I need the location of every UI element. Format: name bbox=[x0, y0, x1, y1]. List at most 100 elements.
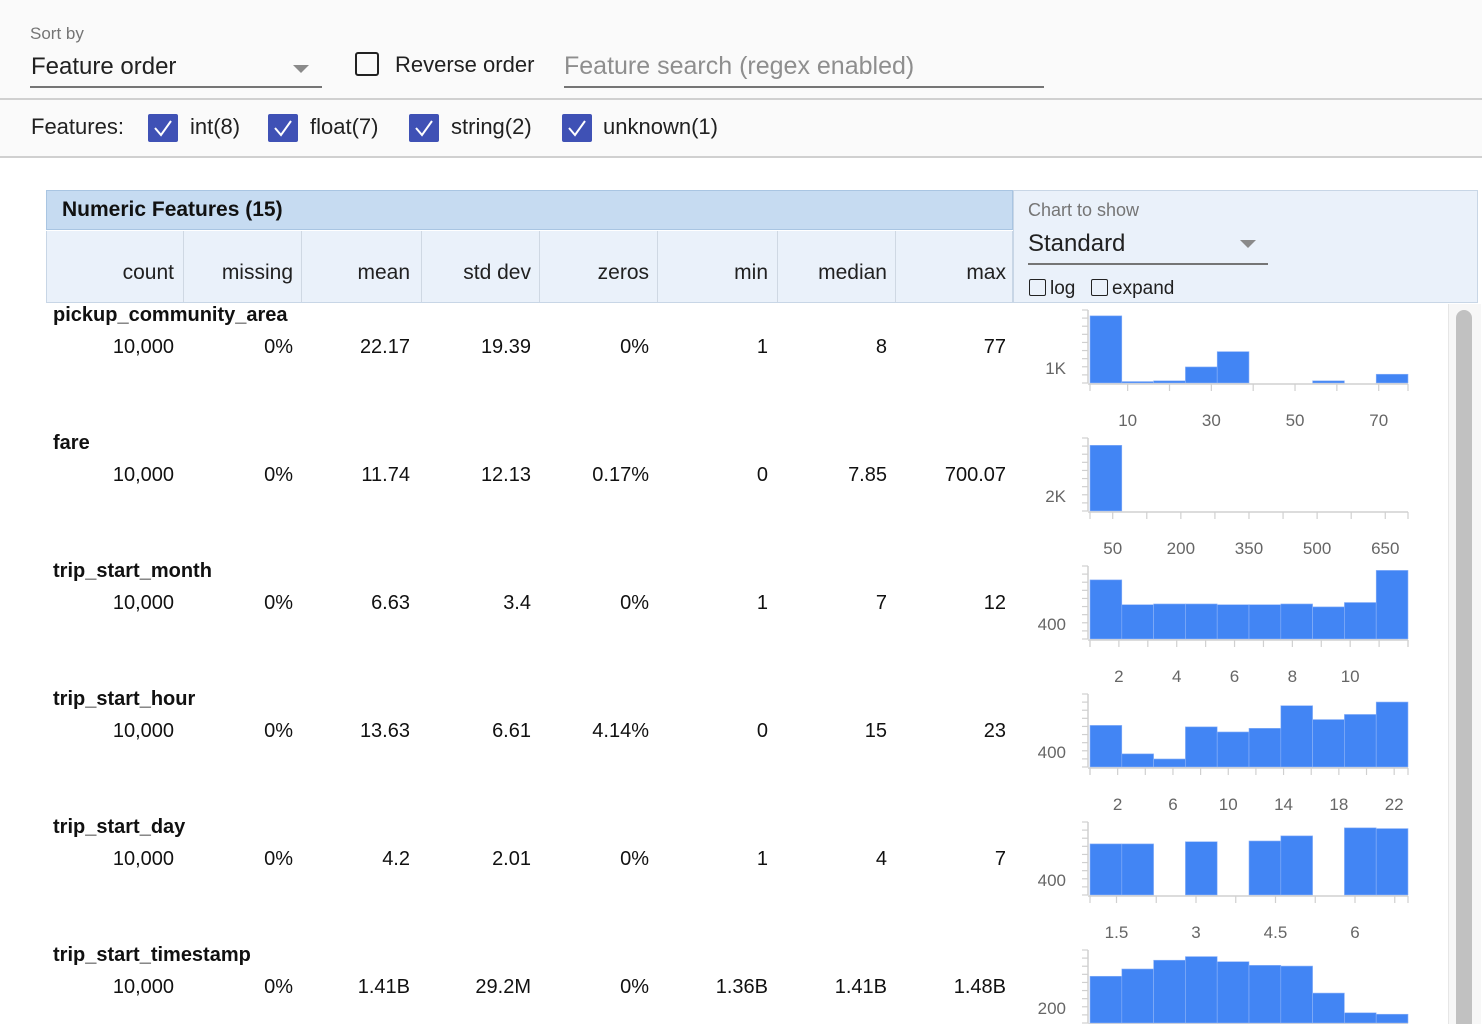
x-tick-label: 4.5 bbox=[1264, 923, 1288, 942]
reverse-order-label: Reverse order bbox=[395, 52, 535, 77]
check-icon bbox=[568, 120, 586, 137]
x-tick-label: 10 bbox=[1219, 795, 1238, 814]
float-label: float(7) bbox=[310, 114, 379, 139]
cell-median: 1.41B bbox=[834, 976, 887, 998]
cell-missing: 0% bbox=[264, 848, 293, 870]
histogram-bar bbox=[1089, 725, 1123, 768]
histogram-bar bbox=[1089, 579, 1123, 640]
x-tick-label: 2 bbox=[1113, 795, 1122, 814]
x-tick-label: 6 bbox=[1350, 923, 1359, 942]
column-header-max[interactable]: max bbox=[966, 261, 1006, 284]
x-tick-label: 3 bbox=[1191, 923, 1200, 942]
x-tick-label: 50 bbox=[1286, 411, 1305, 430]
column-divider bbox=[183, 231, 184, 302]
y-tick-label: 200 bbox=[1038, 999, 1066, 1018]
cell-max: 23 bbox=[983, 720, 1006, 742]
feature-name: trip_start_day bbox=[53, 816, 186, 838]
column-header-mean[interactable]: mean bbox=[357, 261, 410, 284]
x-tick-label: 22 bbox=[1385, 795, 1404, 814]
cell-count: 10,000 bbox=[112, 848, 174, 870]
column-header-missing[interactable]: missing bbox=[221, 261, 293, 284]
string-checkbox[interactable] bbox=[409, 114, 439, 142]
column-divider bbox=[539, 231, 540, 302]
reverse-order-checkbox[interactable] bbox=[355, 52, 379, 76]
histogram-bar bbox=[1280, 705, 1313, 768]
histogram-bar bbox=[1185, 841, 1218, 896]
histogram-bar bbox=[1121, 753, 1154, 768]
y-tick-label: 2K bbox=[1045, 487, 1066, 506]
log-checkbox[interactable] bbox=[1029, 279, 1046, 296]
histogram-bar bbox=[1185, 726, 1218, 768]
float-checkbox[interactable] bbox=[268, 114, 298, 142]
cell-median: 7 bbox=[875, 592, 887, 614]
cell-std-dev: 29.2M bbox=[475, 976, 531, 998]
histogram-bar bbox=[1248, 965, 1282, 1024]
histogram-bar bbox=[1153, 959, 1186, 1024]
feature-name: trip_start_timestamp bbox=[53, 944, 251, 966]
cell-median: 4 bbox=[875, 848, 887, 870]
dropdown-arrow-icon bbox=[293, 65, 309, 73]
y-tick-label: 400 bbox=[1038, 743, 1066, 762]
y-tick-label: 400 bbox=[1038, 615, 1066, 634]
chart-to-show-label: Chart to show bbox=[1028, 200, 1140, 220]
cell-zeros: 0% bbox=[620, 592, 649, 614]
y-tick-label: 400 bbox=[1038, 871, 1066, 890]
sort-by-dropdown[interactable]: Feature order bbox=[30, 50, 322, 88]
cell-max: 7 bbox=[994, 848, 1006, 870]
cell-median: 7.85 bbox=[848, 464, 887, 486]
histogram-bar bbox=[1121, 968, 1154, 1024]
feature-search-input[interactable]: Feature search (regex enabled) bbox=[564, 50, 1044, 88]
expand-checkbox[interactable] bbox=[1091, 279, 1108, 296]
cell-zeros: 0% bbox=[620, 848, 649, 870]
string-label: string(2) bbox=[451, 114, 532, 139]
column-divider bbox=[777, 231, 778, 302]
x-tick-label: 4 bbox=[1172, 667, 1181, 686]
histogram-bar bbox=[1153, 603, 1186, 640]
column-header-std-dev[interactable]: std dev bbox=[463, 261, 531, 284]
toolbar: Sort by Feature order Reverse order Feat… bbox=[0, 0, 1482, 100]
cell-max: 700.07 bbox=[944, 464, 1006, 486]
histogram-bar bbox=[1121, 843, 1154, 896]
cell-std-dev: 6.61 bbox=[492, 720, 531, 742]
cell-zeros: 4.14% bbox=[592, 720, 649, 742]
cell-max: 12 bbox=[983, 592, 1006, 614]
column-header-count[interactable]: count bbox=[122, 261, 174, 284]
column-divider bbox=[301, 231, 302, 302]
histogram-bar bbox=[1375, 570, 1409, 640]
cell-zeros: 0% bbox=[620, 336, 649, 358]
histogram-bar bbox=[1375, 1013, 1409, 1024]
histogram-bar bbox=[1280, 603, 1313, 640]
histogram-bar bbox=[1185, 603, 1218, 640]
int-label: int(8) bbox=[190, 114, 241, 139]
int-checkbox[interactable] bbox=[148, 114, 178, 142]
cell-median: 15 bbox=[864, 720, 887, 742]
cell-std-dev: 12.13 bbox=[480, 464, 531, 486]
cell-std-dev: 3.4 bbox=[503, 592, 531, 614]
feature-name: trip_start_month bbox=[53, 560, 212, 582]
check-icon bbox=[415, 120, 433, 137]
feature-search-placeholder: Feature search (regex enabled) bbox=[564, 52, 915, 80]
y-tick-label: 1K bbox=[1045, 359, 1066, 378]
scrollbar-thumb[interactable] bbox=[1456, 310, 1472, 1024]
histogram-bar bbox=[1312, 992, 1345, 1024]
cell-missing: 0% bbox=[264, 464, 293, 486]
chart-to-show-dropdown[interactable]: Standard bbox=[1028, 225, 1268, 265]
column-header-zeros[interactable]: zeros bbox=[597, 261, 649, 284]
column-header-median[interactable]: median bbox=[818, 261, 887, 284]
column-header-min[interactable]: min bbox=[734, 261, 768, 284]
cell-zeros: 0.17% bbox=[592, 464, 649, 486]
cell-mean: 1.41B bbox=[357, 976, 410, 998]
unknown-checkbox[interactable] bbox=[562, 114, 592, 142]
histogram-bar bbox=[1216, 731, 1250, 768]
x-tick-label: 70 bbox=[1369, 411, 1388, 430]
histogram-bar bbox=[1312, 606, 1345, 640]
dropdown-arrow-icon bbox=[1240, 240, 1256, 248]
chart-options-panel: Chart to show Standard log expand bbox=[1013, 190, 1478, 303]
cell-std-dev: 19.39 bbox=[480, 336, 531, 358]
cell-max: 1.48B bbox=[953, 976, 1006, 998]
feature-name: trip_start_hour bbox=[53, 688, 196, 710]
x-tick-label: 2 bbox=[1114, 667, 1123, 686]
table-title: Numeric Features (15) bbox=[62, 198, 283, 221]
histogram-bar bbox=[1185, 956, 1218, 1024]
table-title-band: Numeric Features (15) bbox=[46, 190, 1013, 230]
